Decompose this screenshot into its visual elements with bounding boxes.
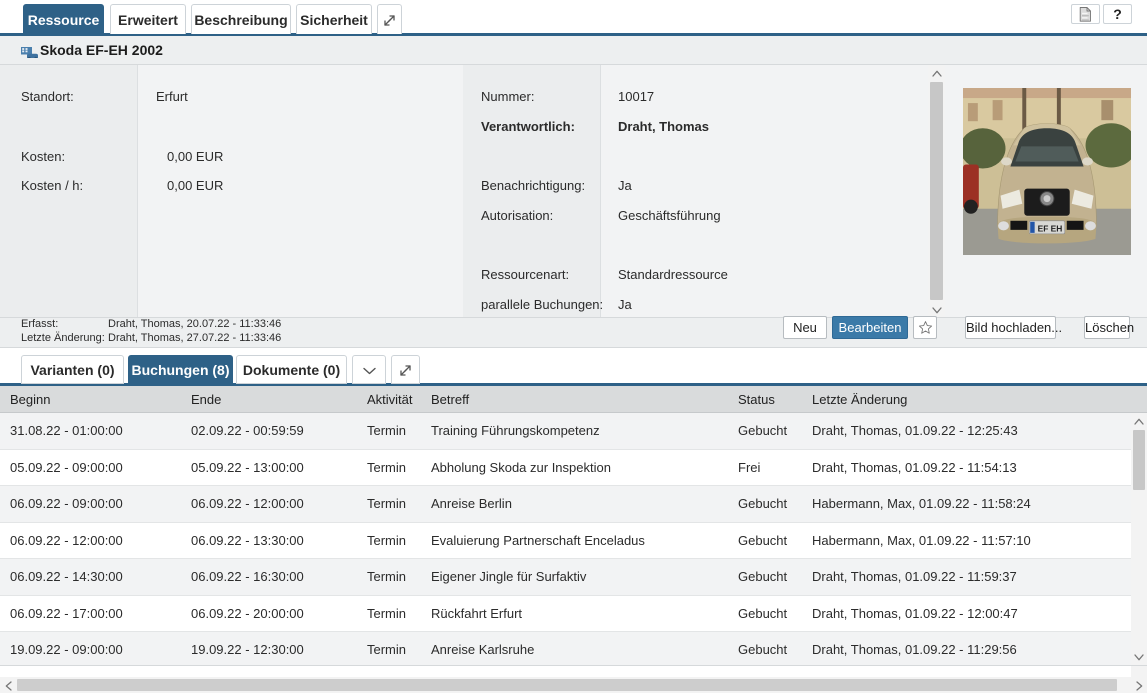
svg-text:EF EH: EF EH [1038,223,1063,233]
